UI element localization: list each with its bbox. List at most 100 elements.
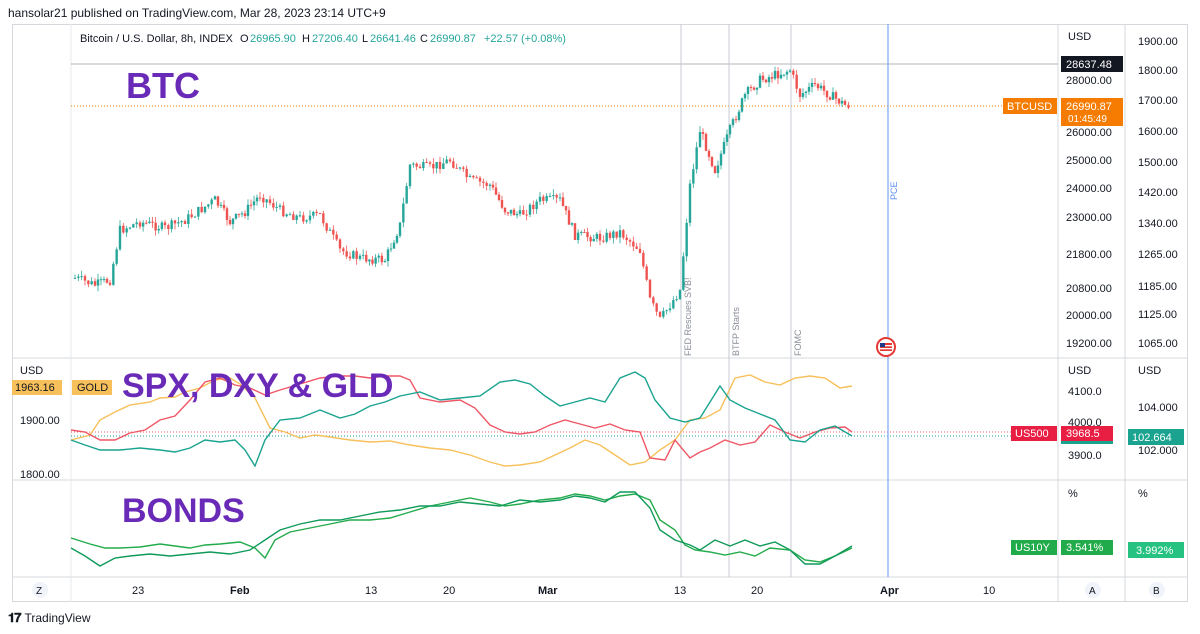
candle-body xyxy=(305,220,308,222)
spx-tick-0: 4100.0 xyxy=(1068,386,1102,398)
candle-body xyxy=(358,255,362,259)
x-tick-8: 10 xyxy=(983,585,995,597)
candle-body xyxy=(160,222,164,229)
candle-body xyxy=(558,197,562,199)
us-flag-icon[interactable] xyxy=(876,337,896,357)
candle-body xyxy=(819,85,823,89)
candle-body xyxy=(83,276,87,281)
candle-body xyxy=(96,279,100,286)
candle-body xyxy=(292,214,295,220)
low-label: L xyxy=(362,33,368,45)
candle-body xyxy=(141,222,145,227)
candle-body xyxy=(761,75,765,80)
candle-body xyxy=(395,235,399,243)
candle-body xyxy=(840,100,844,104)
x-tick-0: 23 xyxy=(132,585,144,597)
candle-body xyxy=(422,162,425,169)
scale-a-label: A xyxy=(1089,586,1096,597)
btc-left-tick-1: 26000.00 xyxy=(1066,127,1112,139)
candle-body xyxy=(275,206,278,208)
candle-body xyxy=(448,159,452,162)
candle-body xyxy=(105,278,109,283)
candle-body xyxy=(458,167,462,169)
candle-body xyxy=(361,254,365,256)
scale-b-button[interactable]: B xyxy=(1149,582,1165,598)
tradingview-logo-icon: 𝟏𝟕 xyxy=(8,610,22,625)
candle-body xyxy=(570,223,574,225)
candle-body xyxy=(203,206,207,213)
bond-axis-unit-2: % xyxy=(1138,488,1148,500)
candle-body xyxy=(795,74,798,89)
candle-body xyxy=(632,241,635,247)
candle-body xyxy=(509,209,513,214)
candle-body xyxy=(145,222,148,224)
event-lines: FED Rescues SVB! BTFP Starts FOMC PCE xyxy=(680,24,899,577)
candle-body xyxy=(173,220,177,224)
candle-body xyxy=(380,255,384,263)
candle-body xyxy=(108,282,112,285)
candle-body xyxy=(564,205,568,211)
candle-body xyxy=(843,100,847,105)
candle-body xyxy=(475,177,478,179)
btc-left-tick-3: 24000.00 xyxy=(1066,183,1112,195)
candle-body xyxy=(255,197,259,202)
candle-body xyxy=(128,227,132,229)
candle-body xyxy=(325,223,328,231)
b-price-text: 3.992% xyxy=(1136,545,1174,557)
candle-body xyxy=(177,222,180,224)
scale-b-label: B xyxy=(1153,586,1160,597)
candle-body xyxy=(418,166,422,169)
candle-body xyxy=(740,98,744,112)
candle-body xyxy=(225,208,229,220)
candle-body xyxy=(668,308,672,311)
candle-body xyxy=(628,240,632,242)
candle-body xyxy=(512,209,516,216)
candle-body xyxy=(77,276,80,278)
low-value: 26641.46 xyxy=(370,33,416,45)
event-fed-label: FED Rescues SVB! xyxy=(683,277,693,356)
candle-body xyxy=(837,98,841,104)
candle-body xyxy=(187,214,190,224)
candle-body xyxy=(776,70,780,79)
btc-right-tick-10: 1065.00 xyxy=(1138,338,1178,350)
candle-body xyxy=(90,281,93,285)
candle-body xyxy=(455,167,458,169)
us10y-line xyxy=(70,493,853,563)
btc-left-tick-6: 20800.00 xyxy=(1066,283,1112,295)
x-tick-6: 20 xyxy=(751,585,763,597)
candle-body xyxy=(713,166,717,173)
candle-body xyxy=(243,213,247,217)
candle-body xyxy=(332,229,335,235)
mid-pane-title: SPX, DXY & GLD xyxy=(122,367,393,405)
candle-body xyxy=(249,204,253,206)
candle-body xyxy=(405,186,408,204)
candle-body xyxy=(755,87,759,90)
candle-body xyxy=(183,221,187,224)
candle-body xyxy=(452,161,455,168)
candle-body xyxy=(816,84,820,89)
candle-body xyxy=(132,224,135,228)
candle-body xyxy=(125,228,128,233)
candle-body xyxy=(573,223,577,240)
candle-body xyxy=(678,289,682,300)
gold-price-text: 1963.16 xyxy=(15,382,55,394)
candle-body xyxy=(402,203,405,223)
candle-body xyxy=(428,162,432,164)
scale-a-button[interactable]: A xyxy=(1085,582,1101,598)
candle-body xyxy=(503,207,507,213)
spx-line xyxy=(70,375,853,461)
candle-body xyxy=(240,213,244,215)
candle-body xyxy=(506,212,510,214)
candle-body xyxy=(813,82,817,85)
candle-body xyxy=(288,214,292,216)
btc-left-tick-4: 23000.00 xyxy=(1066,212,1112,224)
candle-body xyxy=(642,252,645,267)
candle-body xyxy=(782,74,786,76)
btc-candles xyxy=(73,66,850,319)
candle-body xyxy=(722,141,726,154)
candle-body xyxy=(408,164,412,187)
candle-body xyxy=(491,184,495,188)
scale-z-button[interactable]: Z xyxy=(32,582,48,598)
candle-body xyxy=(682,256,685,290)
